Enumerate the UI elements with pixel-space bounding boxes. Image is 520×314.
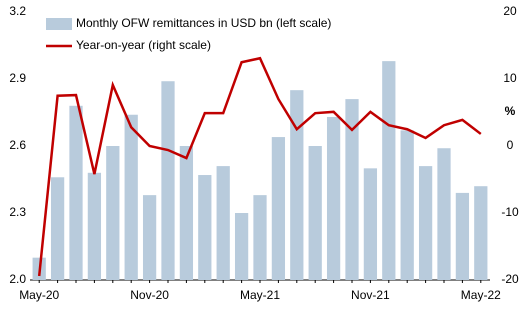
- legend-label: Year-on-year (right scale): [76, 38, 211, 52]
- bar: [400, 130, 414, 280]
- y-tick-label: 2.0: [9, 272, 26, 286]
- legend-swatch: [46, 18, 72, 30]
- bar: [382, 61, 396, 281]
- y2-axis-label: %: [505, 104, 516, 118]
- bar: [271, 137, 286, 280]
- bar: [234, 213, 249, 280]
- bar: [106, 146, 120, 280]
- bar: [50, 177, 65, 280]
- bar: [290, 90, 304, 281]
- x-tick-label: May-20: [19, 288, 59, 302]
- y2-tick-label: 20: [503, 4, 517, 18]
- bar: [216, 166, 230, 280]
- bar: [142, 195, 157, 280]
- bar: [455, 192, 470, 280]
- bar: [69, 105, 83, 280]
- bar: [179, 146, 194, 280]
- y2-tick-label: 0: [507, 138, 514, 152]
- bar: [418, 166, 433, 280]
- bar: [124, 114, 138, 280]
- bar: [474, 186, 488, 280]
- legend-label: Monthly OFW remittances in USD bn (left …: [76, 16, 331, 30]
- bar: [198, 175, 212, 280]
- x-tick-label: Nov-21: [351, 288, 390, 302]
- bar: [363, 168, 378, 280]
- y-tick-label: 2.3: [9, 205, 26, 219]
- y-tick-label: 3.2: [9, 4, 26, 18]
- x-tick-label: May-22: [461, 288, 501, 302]
- bar: [326, 116, 341, 280]
- y-tick-label: 2.9: [9, 71, 26, 85]
- y2-tick-label: -10: [501, 205, 519, 219]
- bar: [253, 195, 267, 280]
- x-tick-label: May-21: [240, 288, 280, 302]
- line: [37, 56, 482, 277]
- y2-tick-label: 10: [503, 71, 517, 85]
- bar: [437, 148, 451, 280]
- bar: [87, 172, 102, 280]
- bar: [308, 146, 322, 280]
- bar: [345, 99, 359, 280]
- bar: [161, 81, 175, 280]
- y2-tick-label: -20: [501, 272, 519, 286]
- x-tick-label: Nov-20: [130, 288, 169, 302]
- y-tick-label: 2.6: [9, 138, 26, 152]
